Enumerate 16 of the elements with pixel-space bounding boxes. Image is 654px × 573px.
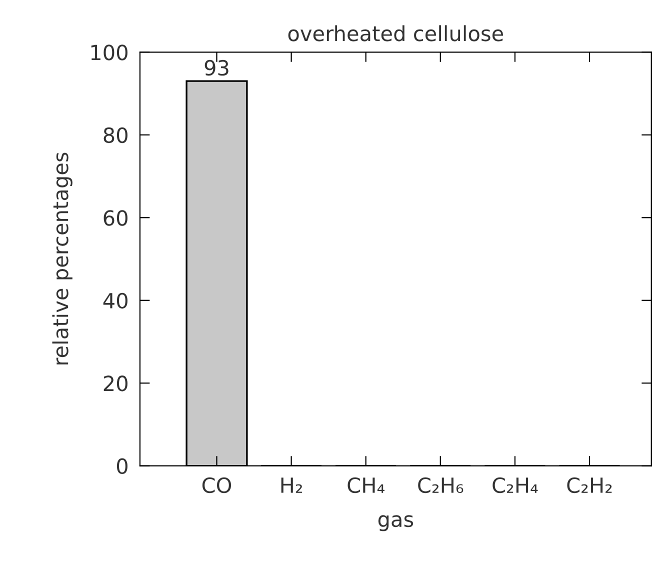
- x-tick-label: C₂H₆: [418, 477, 464, 494]
- y-tick-label: 20: [104, 376, 128, 392]
- y-axis-title: relative percentages: [52, 152, 72, 364]
- y-tick-label: 100: [91, 44, 128, 60]
- x-tick-label: C₂H₂: [567, 477, 612, 494]
- x-tick-label: CO: [202, 477, 232, 494]
- y-tick-label: 40: [103, 292, 128, 309]
- x-tick-label: CH₄: [348, 477, 384, 494]
- x-axis-title: gas: [378, 515, 414, 532]
- y-tick-label: 60: [104, 210, 128, 226]
- data-label: 93: [204, 60, 228, 76]
- x-tick-label: C₂H₄: [492, 477, 538, 494]
- y-tick-label: 80: [104, 127, 128, 144]
- chart-title: overheated cellulose: [288, 25, 504, 42]
- x-tick-label: H₂: [281, 478, 302, 493]
- y-tick-label: 0: [116, 458, 128, 474]
